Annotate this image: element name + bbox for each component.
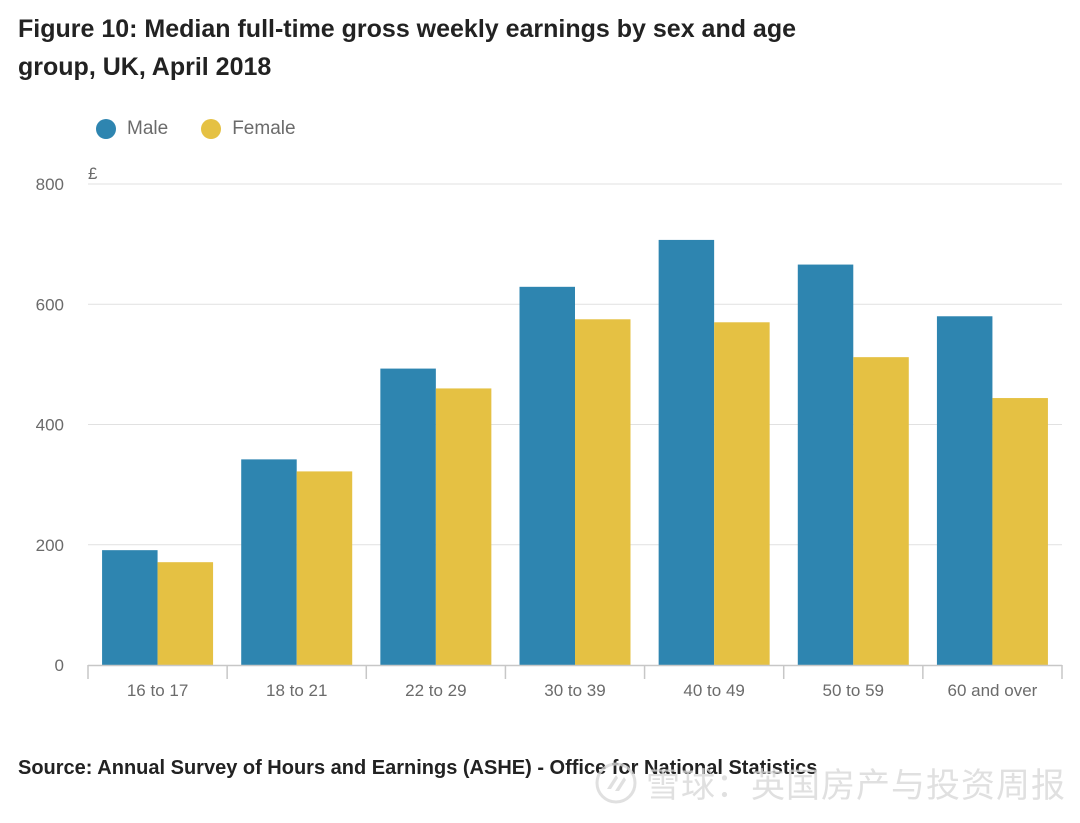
bar-male-16-to-17[interactable] (102, 550, 158, 665)
y-tick-label-200: 200 (36, 536, 64, 555)
x-tick-label: 16 to 17 (127, 681, 188, 700)
x-tick-label: 22 to 29 (405, 681, 466, 700)
legend-item-female[interactable]: Female (201, 118, 296, 140)
bar-female-22-to-29[interactable] (435, 388, 492, 665)
watermark: 雪球：英国房产与投资周报 (594, 758, 1066, 807)
y-tick-label-400: 400 (36, 416, 64, 435)
bar-chart: 0 200 400 600 800 16 to 17 18 to 21 22 to 29 30 … (36, 164, 1063, 700)
x-tick-label: 50 to 59 (823, 681, 884, 700)
bar-female-16-to-17[interactable] (157, 562, 214, 665)
bar-male-22-to-29[interactable] (380, 368, 436, 665)
bar-male-40-to-49[interactable] (658, 239, 715, 665)
bar-male-50-to-59[interactable] (797, 264, 854, 665)
y-tick-label-800: 800 (36, 175, 64, 194)
bar-female-30-to-39[interactable] (575, 319, 631, 665)
legend-marker-male (96, 119, 116, 139)
bar-male-18-to-21[interactable] (241, 459, 297, 665)
legend-label-male: Male (127, 118, 169, 139)
bar-female-40-to-49[interactable] (714, 322, 770, 665)
snowball-logo-icon (595, 762, 637, 803)
y-tick-label-600: 600 (36, 295, 64, 314)
x-tick-label: 40 to 49 (683, 681, 744, 700)
x-tick-label: 60 and over (948, 681, 1038, 700)
x-tick-label: 18 to 21 (266, 681, 327, 700)
chart-title: Figure 10: Median full-time gross weekly… (18, 15, 797, 81)
x-tick-label: 30 to 39 (544, 681, 605, 700)
y-axis-unit-label: £ (88, 164, 98, 183)
watermark-text: 雪球：英国房产与投资周报 (646, 767, 1066, 805)
bar-female-50-to-59[interactable] (853, 357, 909, 665)
bar-female-18-to-21[interactable] (296, 471, 353, 665)
bar-male-30-to-39[interactable] (519, 286, 576, 665)
y-tick-label-0: 0 (55, 656, 64, 675)
legend-item-male[interactable]: Male (96, 118, 168, 140)
bar-male-60-and-over[interactable] (936, 316, 993, 665)
bars (102, 239, 1048, 665)
legend-marker-female (201, 119, 222, 139)
legend: Male Female (96, 118, 329, 140)
bar-female-60-and-over[interactable] (992, 398, 1048, 665)
axes: 0 200 400 600 800 16 to 17 18 to 21 22 to 29 30 … (36, 175, 1063, 700)
legend-label-female: Female (232, 118, 296, 139)
